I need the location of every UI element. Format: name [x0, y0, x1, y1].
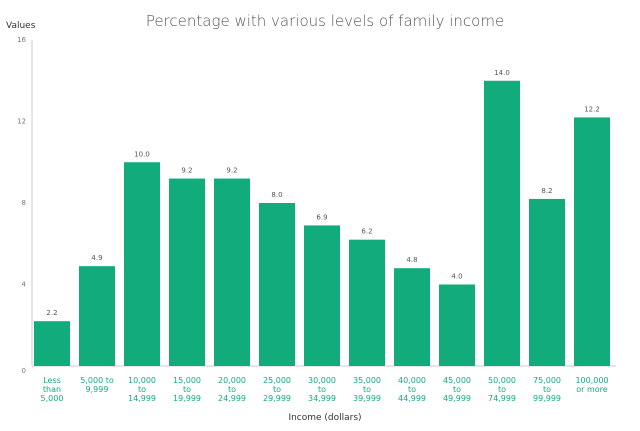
x-tick-label-line: 24,999 [218, 394, 246, 403]
bar [34, 321, 70, 366]
x-tick-label: 15,000 to 19,999 [173, 376, 201, 403]
x-tick-label-line: 40,000 [398, 376, 426, 385]
x-tick-label-line: to [138, 385, 146, 394]
y-tick-label: 12 [17, 118, 26, 126]
data-label: 14.0 [494, 69, 510, 77]
x-tick-label-line: to [318, 385, 326, 394]
bar [304, 225, 340, 366]
y-axis-label: Values [6, 21, 36, 31]
bars [34, 80, 610, 366]
data-label: 12.2 [584, 105, 600, 113]
x-tick-label-line: or more [576, 385, 608, 394]
x-tick-label-line: 100,000 [575, 376, 608, 385]
y-ticks: 0 4 8 12 16 [17, 36, 26, 375]
x-tick-label-line: to [453, 385, 461, 394]
x-tick-label-line: 75,000 [533, 376, 561, 385]
x-tick-label: 75,000 to 99,999 [533, 376, 561, 403]
x-axis-label: Income (dollars) [288, 413, 361, 423]
bar [529, 198, 565, 366]
y-tick-label: 8 [22, 199, 26, 207]
x-tick-label-line: to [228, 385, 236, 394]
x-tick-label-line: 44,999 [398, 394, 426, 403]
x-tick-label-line: 9,999 [86, 385, 109, 394]
data-label: 6.2 [361, 228, 372, 236]
x-tick-label-line: 10,000 [128, 376, 156, 385]
x-tick-label: 30,000 to 34,999 [308, 376, 336, 403]
bar [124, 162, 160, 366]
bar [484, 80, 520, 366]
x-tick-label: Less than 5,000 [41, 376, 64, 403]
data-label: 6.9 [316, 213, 327, 221]
x-tick-label-line: 34,999 [308, 394, 336, 403]
bar [259, 203, 295, 366]
x-tick-label-line: Less [43, 376, 61, 385]
data-label: 9.2 [181, 167, 192, 175]
x-tick-label: 45,000 to 49,999 [443, 376, 471, 403]
bar [349, 239, 385, 366]
data-label: 2.2 [46, 309, 57, 317]
x-tick-label: 50,000 to 74,999 [488, 376, 516, 403]
x-tick-label-line: 39,999 [353, 394, 381, 403]
data-label: 4.9 [91, 254, 102, 262]
x-tick-label-line: 5,000 [41, 394, 64, 403]
x-tick-label-line: 25,000 [263, 376, 291, 385]
bar [79, 266, 115, 366]
x-tick-label: 5,000 to 9,999 [80, 376, 114, 394]
x-tick-label-line: to [543, 385, 551, 394]
bar [214, 178, 250, 366]
y-tick-label: 16 [17, 36, 26, 44]
y-tick-label: 4 [22, 281, 27, 289]
x-tick-label-line: to [183, 385, 191, 394]
x-tick-label-line: 49,999 [443, 394, 471, 403]
x-tick-label-line: 15,000 [173, 376, 201, 385]
x-tick-label-line: to [273, 385, 281, 394]
x-tick-label: 35,000 to 39,999 [353, 376, 381, 403]
bar [574, 117, 610, 366]
x-tick-label: 100,000 or more [575, 376, 608, 394]
x-tick-label-line: to [498, 385, 506, 394]
chart-title: Percentage with various levels of family… [146, 12, 504, 30]
x-tick-label-line: 50,000 [488, 376, 516, 385]
bar [394, 268, 430, 366]
x-tick-label-line: than [43, 385, 61, 394]
x-tick-label-line: 14,999 [128, 394, 156, 403]
x-tick-label-line: 35,000 [353, 376, 381, 385]
x-tick-label-line: 19,999 [173, 394, 201, 403]
data-label: 4.8 [406, 256, 417, 264]
x-tick-label-line: 74,999 [488, 394, 516, 403]
bar [169, 178, 205, 366]
data-labels: 2.2 4.9 10.0 9.2 9.2 8.0 6.9 6.2 4.8 4.0 14.0 8.2 12… [46, 69, 599, 317]
x-tick-label: 20,000 to 24,999 [218, 376, 246, 403]
x-tick-label: 40,000 to 44,999 [398, 376, 426, 403]
data-label: 9.2 [226, 167, 237, 175]
x-tick-label-line: 29,999 [263, 394, 291, 403]
y-tick-label: 0 [22, 367, 26, 375]
x-tick-label-line: to [408, 385, 416, 394]
x-tick-label-line: 99,999 [533, 394, 561, 403]
data-label: 10.0 [134, 150, 150, 158]
x-tick-label: 10,000 to 14,999 [128, 376, 156, 403]
data-label: 4.0 [451, 273, 462, 281]
data-label: 8.0 [271, 191, 282, 199]
x-tick-label-line: 45,000 [443, 376, 471, 385]
x-tick-label-line: 5,000 to [80, 376, 114, 385]
data-label: 8.2 [541, 187, 552, 195]
bar [439, 284, 475, 366]
x-tick-label-line: to [363, 385, 371, 394]
x-tick-label-line: 30,000 [308, 376, 336, 385]
x-tick-label: 25,000 to 29,999 [263, 376, 291, 403]
x-tick-label-line: 20,000 [218, 376, 246, 385]
